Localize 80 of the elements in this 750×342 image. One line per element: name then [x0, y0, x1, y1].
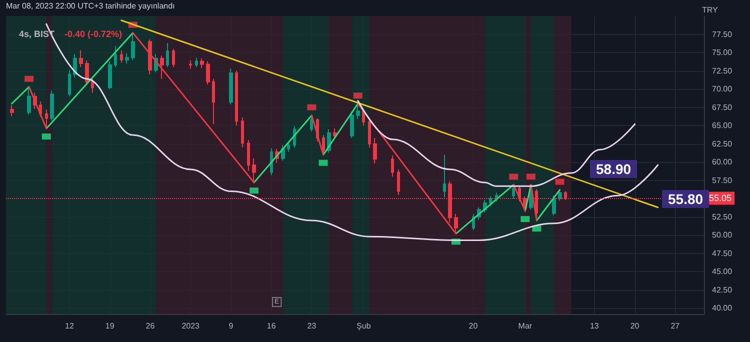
candlestick — [247, 140, 250, 172]
candlestick — [373, 137, 377, 164]
y-tick-label: 47.50 — [712, 248, 733, 258]
y-tick-label: 45.00 — [712, 267, 733, 276]
y-tick-label: 62.50 — [712, 139, 733, 148]
x-tick-label: 13 — [590, 322, 600, 330]
candlestick — [235, 70, 238, 126]
candlestick — [333, 128, 337, 140]
candlestick — [397, 168, 400, 196]
candlestick — [172, 48, 175, 68]
candlestick — [443, 154, 446, 198]
candlestick — [85, 60, 89, 86]
candlestick — [212, 78, 215, 125]
y-tick-label: 72.50 — [712, 66, 733, 76]
candlestick — [495, 192, 498, 202]
x-tick-label: 20 — [630, 322, 640, 330]
annotation: 58.90 — [596, 161, 632, 177]
y-tick-label: 57.50 — [712, 176, 733, 185]
line-series — [357, 100, 636, 187]
y-axis-title: TRY — [702, 6, 719, 14]
y-tick-label: 50.00 — [712, 230, 733, 240]
candlestick — [131, 32, 135, 60]
x-tick-label: 27 — [670, 322, 680, 330]
candlestick — [50, 90, 54, 121]
candlestick — [206, 60, 210, 86]
candlestick — [322, 134, 325, 156]
candlestick — [27, 86, 31, 116]
candlestick — [10, 104, 14, 117]
candlestick — [552, 195, 556, 216]
candlestick — [287, 141, 290, 152]
candlestick — [558, 189, 562, 202]
candlestick — [489, 196, 492, 206]
text: -0.40 (-0.72%) — [64, 29, 122, 39]
y-tick-label: 77.50 — [712, 30, 733, 39]
ref-line-label: 55.05 — [709, 193, 732, 204]
y-tick-label: 67.50 — [712, 102, 733, 112]
candlestick — [108, 60, 112, 90]
candlestick — [356, 103, 360, 120]
annotation: 55.80 — [668, 191, 704, 207]
candlestick — [148, 38, 152, 75]
x-tick-label: 20 — [468, 322, 478, 330]
y-tick-label: 65.00 — [712, 121, 733, 130]
candlestick — [79, 50, 83, 68]
candlestick — [91, 78, 94, 94]
candlestick — [252, 158, 256, 184]
y-tick-label: 75.00 — [712, 48, 733, 58]
candlestick — [189, 60, 192, 70]
candlestick — [368, 119, 371, 148]
candlestick — [68, 70, 71, 97]
x-tick-label: 26 — [146, 322, 156, 330]
candlestick — [512, 184, 515, 200]
candlestick — [160, 54, 164, 80]
candlestick — [114, 45, 117, 68]
candlestick — [241, 117, 244, 148]
x-tick-label: 9 — [228, 322, 234, 330]
x-tick-label: 23 — [307, 322, 317, 330]
x-tick-label: Şub — [356, 322, 372, 330]
candlestick — [45, 108, 48, 129]
y-tick-label: 52.50 — [712, 212, 733, 222]
candlestick — [166, 42, 169, 68]
x-tick-label: 19 — [105, 322, 115, 330]
candlestick — [391, 155, 394, 178]
x-tick-label: 16 — [266, 322, 276, 330]
candlestick — [120, 50, 123, 64]
x-tick-label: 12 — [65, 322, 74, 330]
y-tick-label: 60.00 — [712, 158, 733, 167]
x-tick-label: Mar — [518, 322, 532, 330]
y-tick-label: 70.00 — [712, 84, 733, 94]
text: Mar 08, 2023 22:00 UTC+3 tarihinde yayınlandı — [6, 2, 175, 10]
candlestick — [195, 57, 198, 68]
candlestick — [229, 68, 233, 105]
candlestick — [200, 58, 204, 68]
x-tick-label: 2023 — [182, 322, 200, 330]
candlestick — [281, 144, 285, 162]
candlestick — [270, 148, 273, 176]
y-tick-label: 40.00 — [712, 304, 733, 313]
y-tick-label: 42.50 — [712, 285, 733, 294]
candlestick — [310, 114, 313, 132]
candlestick — [350, 111, 354, 138]
candlestick — [125, 52, 129, 64]
